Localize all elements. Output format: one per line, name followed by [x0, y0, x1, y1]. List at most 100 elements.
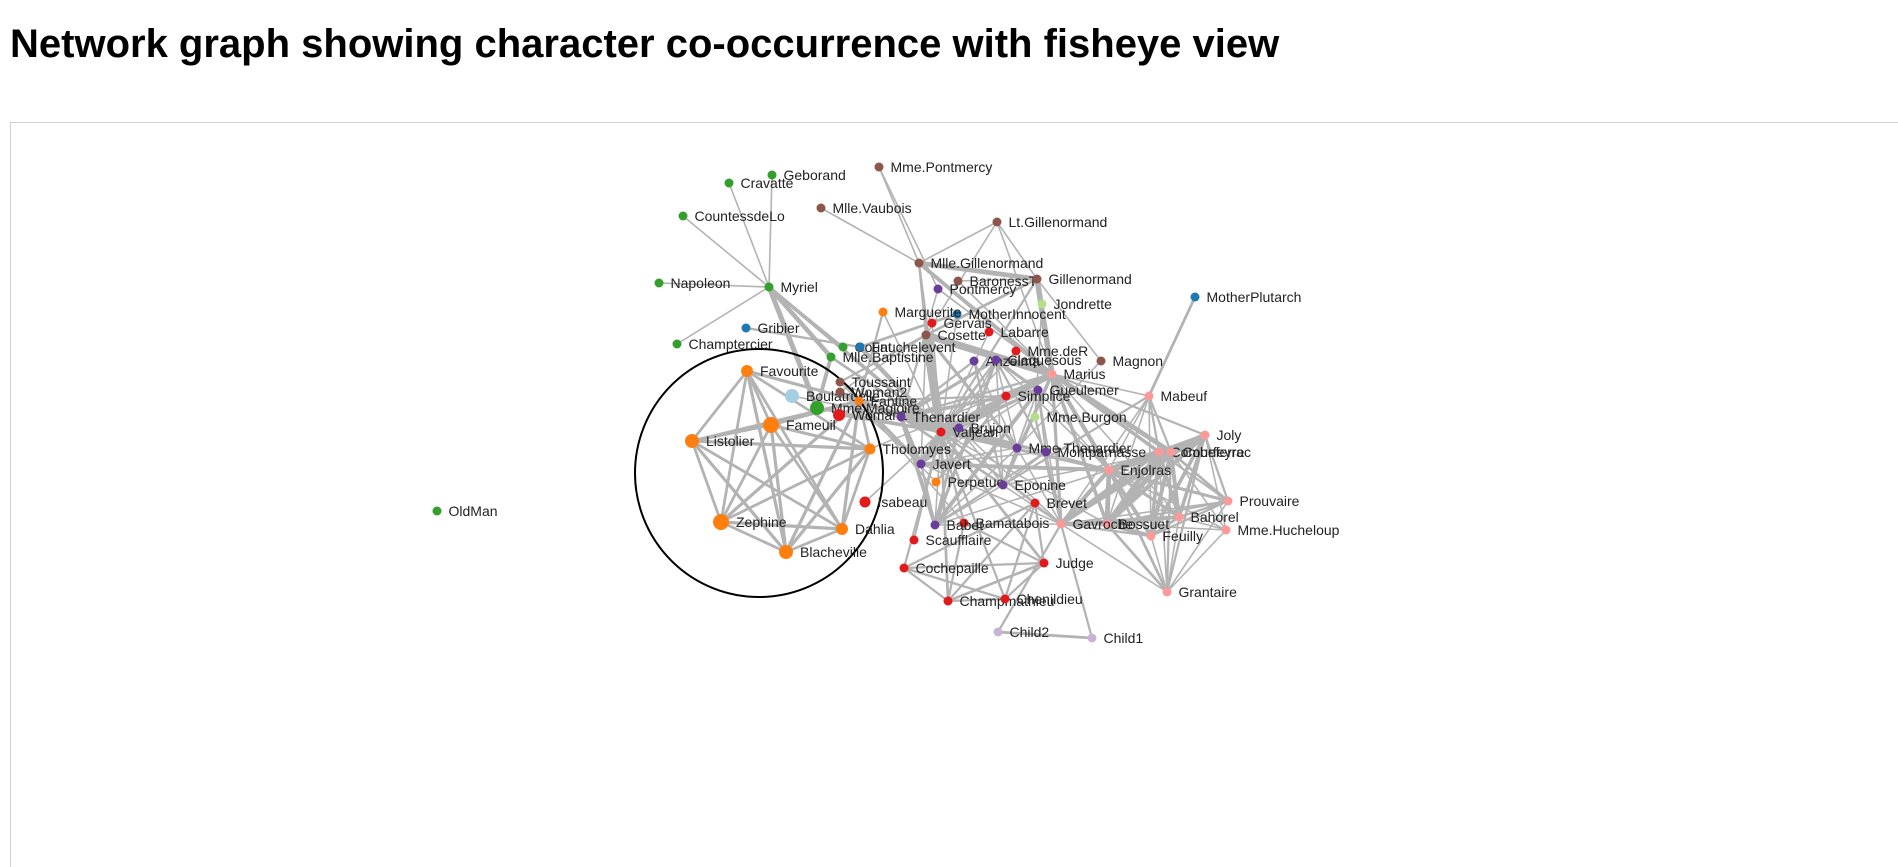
node-circle[interactable]	[916, 459, 926, 469]
node-Fauchelevent[interactable]: Fauchelevent	[855, 339, 956, 355]
node-circle[interactable]	[810, 401, 824, 415]
node-circle[interactable]	[953, 276, 963, 286]
node-OldMan[interactable]: OldMan	[432, 503, 498, 519]
node-Fameuil[interactable]: Fameuil	[763, 417, 836, 433]
node-circle[interactable]	[1146, 531, 1156, 541]
node-circle[interactable]	[1154, 447, 1164, 457]
node-circle[interactable]	[654, 278, 664, 288]
node-circle[interactable]	[914, 258, 924, 268]
node-circle[interactable]	[1190, 292, 1200, 302]
node-circle[interactable]	[931, 477, 941, 487]
node-circle[interactable]	[959, 518, 969, 528]
node-Cochepaille[interactable]: Cochepaille	[899, 560, 989, 576]
node-Grantaire[interactable]: Grantaire	[1162, 584, 1238, 600]
node-circle[interactable]	[835, 387, 845, 397]
node-circle[interactable]	[878, 307, 888, 317]
node-circle[interactable]	[838, 342, 848, 352]
node-circle[interactable]	[1102, 519, 1112, 529]
node-circle[interactable]	[984, 327, 994, 337]
node-Mlle.Gillenormand[interactable]: Mlle.Gillenormand	[914, 255, 1044, 271]
node-circle[interactable]	[432, 506, 442, 516]
node-circle[interactable]	[991, 355, 1001, 365]
node-circle[interactable]	[943, 596, 953, 606]
node-circle[interactable]	[1041, 447, 1051, 457]
node-circle[interactable]	[764, 282, 774, 292]
node-circle[interactable]	[855, 342, 865, 352]
node-circle[interactable]	[992, 217, 1002, 227]
node-Mme.Pontmercy[interactable]: Mme.Pontmercy	[874, 159, 993, 175]
node-Zephine[interactable]: Zephine	[713, 514, 787, 530]
node-BaronessT[interactable]: BaronessT	[953, 273, 1038, 289]
node-Blacheville[interactable]: Blacheville	[779, 544, 867, 560]
node-Geborand[interactable]: Geborand	[767, 167, 846, 183]
node-circle[interactable]	[1104, 465, 1114, 475]
node-circle[interactable]	[724, 178, 734, 188]
node-Isabeau[interactable]: Isabeau	[859, 494, 928, 510]
node-Bossuet[interactable]: Bossuet	[1102, 516, 1170, 532]
node-circle[interactable]	[936, 427, 946, 437]
node-Fantine[interactable]: Fantine	[854, 393, 918, 409]
node-Valjean[interactable]: Valjean	[936, 424, 999, 440]
node-circle[interactable]	[1221, 525, 1231, 535]
node-circle[interactable]	[896, 412, 906, 422]
node-Mme.Burgon[interactable]: Mme.Burgon	[1030, 409, 1127, 425]
node-Gillenormand[interactable]: Gillenormand	[1032, 271, 1132, 287]
node-circle[interactable]	[741, 323, 751, 333]
node-circle[interactable]	[969, 356, 979, 366]
node-Mlle.Baptistine[interactable]: Mlle.Baptistine	[826, 349, 934, 365]
node-circle[interactable]	[933, 284, 943, 294]
node-circle[interactable]	[998, 480, 1008, 490]
node-Napoleon[interactable]: Napoleon	[654, 275, 731, 291]
node-Child2[interactable]: Child2	[993, 624, 1050, 640]
node-Gervais[interactable]: Gervais	[927, 315, 992, 331]
node-circle[interactable]	[685, 434, 699, 448]
node-Thenardier[interactable]: Thenardier	[896, 409, 981, 425]
node-Brujon[interactable]: Brujon	[954, 420, 1011, 436]
node-Judge[interactable]: Judge	[1039, 555, 1094, 571]
node-circle[interactable]	[713, 514, 729, 530]
node-Gavroche[interactable]: Gavroche	[1056, 516, 1134, 532]
node-circle[interactable]	[927, 318, 937, 328]
node-Cosette[interactable]: Cosette	[921, 327, 986, 343]
node-Woman1[interactable]: Woman1	[833, 407, 908, 423]
node-circle[interactable]	[1096, 356, 1106, 366]
node-Count[interactable]: Count	[838, 339, 892, 355]
node-CountessdeLo[interactable]: CountessdeLo	[678, 208, 786, 224]
node-circle[interactable]	[826, 352, 836, 362]
node-circle[interactable]	[954, 423, 964, 433]
node-circle[interactable]	[816, 203, 826, 213]
node-Brevet[interactable]: Brevet	[1030, 495, 1088, 511]
node-circle[interactable]	[836, 523, 848, 535]
node-Marius[interactable]: Marius	[1047, 366, 1106, 382]
node-Eponine[interactable]: Eponine	[998, 477, 1067, 493]
node-circle[interactable]	[1162, 587, 1172, 597]
node-circle[interactable]	[930, 520, 940, 530]
node-Dahlia[interactable]: Dahlia	[836, 521, 895, 537]
node-Lt.Gillenormand[interactable]: Lt.Gillenormand	[992, 214, 1108, 230]
node-circle[interactable]	[1174, 512, 1184, 522]
node-Joly[interactable]: Joly	[1200, 427, 1242, 443]
node-Cravatte[interactable]: Cravatte	[724, 175, 794, 191]
node-circle[interactable]	[1032, 274, 1042, 284]
node-circle[interactable]	[1144, 391, 1154, 401]
node-circle[interactable]	[854, 396, 864, 406]
node-Marguerite[interactable]: Marguerite	[878, 304, 962, 320]
node-circle[interactable]	[1047, 369, 1057, 379]
node-circle[interactable]	[1200, 430, 1210, 440]
node-Mme.Hucheloup[interactable]: Mme.Hucheloup	[1221, 522, 1340, 538]
node-Feuilly[interactable]: Feuilly	[1146, 528, 1203, 544]
graph-panel[interactable]: Myriel Napoleon Geborand Cravatte Countessde…	[10, 122, 1898, 867]
node-Bahorel[interactable]: Bahorel	[1174, 509, 1239, 525]
node-circle[interactable]	[899, 563, 909, 573]
node-Child1[interactable]: Child1	[1087, 630, 1144, 646]
node-Toussaint[interactable]: Toussaint	[835, 374, 911, 390]
node-circle[interactable]	[921, 330, 931, 340]
node-Scaufflaire[interactable]: Scaufflaire	[909, 532, 992, 548]
node-circle[interactable]	[678, 211, 688, 221]
node-Prouvaire[interactable]: Prouvaire	[1223, 493, 1300, 509]
node-circle[interactable]	[785, 389, 799, 403]
node-circle[interactable]	[1000, 594, 1010, 604]
node-circle[interactable]	[779, 545, 793, 559]
node-circle[interactable]	[864, 443, 876, 455]
